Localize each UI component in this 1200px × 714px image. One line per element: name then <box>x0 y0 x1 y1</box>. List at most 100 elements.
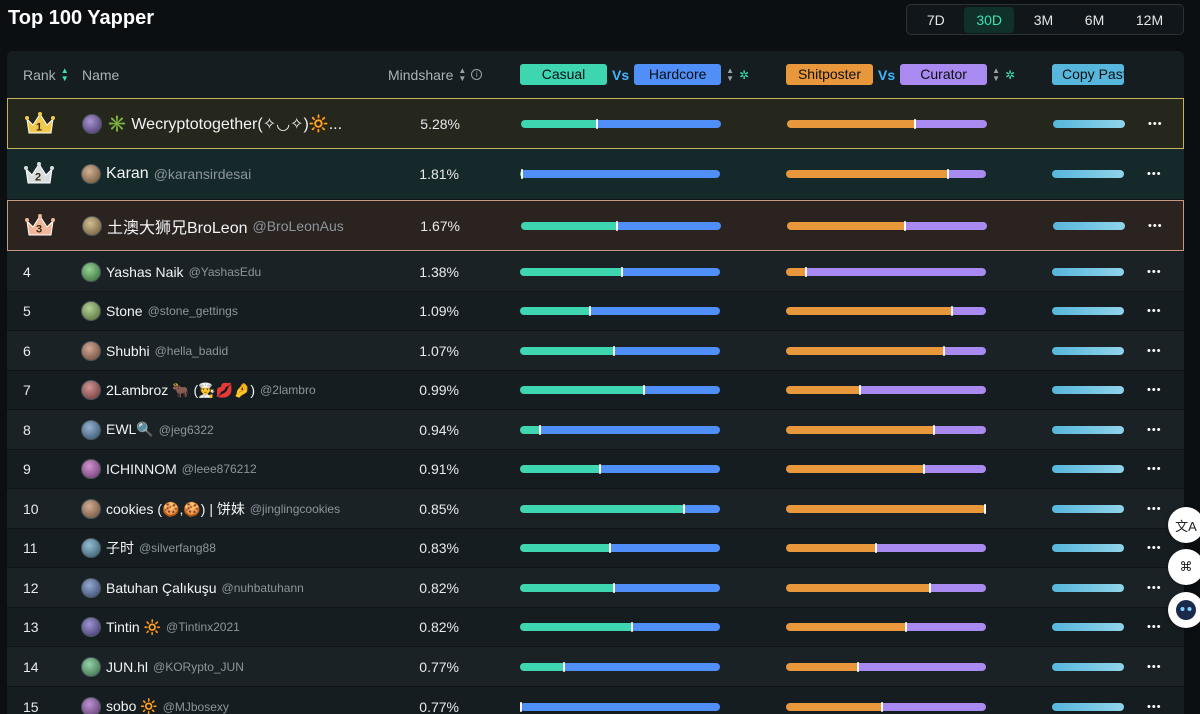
user-cell[interactable]: Stone @stone_gettings <box>81 292 238 330</box>
table-row[interactable]: 6 Shubhi @hella_badid 1.07% ••• <box>7 331 1184 371</box>
avatar[interactable] <box>81 301 101 321</box>
user-name[interactable]: Yashas Naik <box>106 263 184 280</box>
translate-button[interactable]: 文A <box>1168 507 1200 543</box>
user-name[interactable]: Shubhi <box>106 342 150 359</box>
user-handle[interactable]: @jeg6322 <box>158 422 214 437</box>
user-name[interactable]: Stone <box>106 303 143 319</box>
user-name[interactable]: 2Lambroz 🐂 (👨‍🍳💋🤌) <box>106 381 256 398</box>
more-options-button[interactable]: ••• <box>1147 502 1162 515</box>
user-name[interactable]: JUN.hl <box>106 658 149 675</box>
user-handle[interactable]: @2lambro <box>260 383 316 397</box>
user-name[interactable]: 土澳大狮兄BroLeon <box>107 219 248 237</box>
user-handle[interactable]: @silverfang88 <box>139 541 216 555</box>
user-cell[interactable]: JUN.hl @KORypto_JUN <box>81 647 244 686</box>
user-cell[interactable]: ICHINNOM @leee876212 <box>81 450 257 488</box>
gear-icon[interactable]: ✲ <box>739 67 750 82</box>
table-row[interactable]: 10 cookies (🍪,🍪) | 饼妹 @jinglingcookies 0.85… <box>7 489 1184 529</box>
more-options-button[interactable]: ••• <box>1147 265 1162 278</box>
more-options-button[interactable]: ••• <box>1147 621 1162 633</box>
avatar[interactable] <box>82 113 102 134</box>
more-options-button[interactable]: ••• <box>1147 660 1162 673</box>
sort-icon[interactable]: ▲ ▼ <box>992 65 1001 83</box>
table-row[interactable]: 3 土澳大狮兄BroLeon @BroLeonAus 1.67% ••• <box>7 200 1184 251</box>
more-options-button[interactable]: ••• <box>1147 305 1162 317</box>
user-name[interactable]: EWL🔍 <box>106 421 154 437</box>
avatar[interactable] <box>81 419 101 440</box>
user-handle[interactable]: @Tintinx2021 <box>166 620 240 634</box>
user-handle[interactable]: @KORypto_JUN <box>153 659 244 674</box>
avatar[interactable] <box>81 617 101 637</box>
table-row[interactable]: 1 ✳️ Wecryptotogether(✧◡✧)🔆... 5.28% ••• <box>7 98 1184 149</box>
info-icon[interactable]: i <box>471 69 483 80</box>
user-name[interactable]: ICHINNOM <box>106 461 177 477</box>
gear-icon[interactable]: ✲ <box>1005 67 1016 82</box>
more-options-button[interactable]: ••• <box>1147 700 1162 713</box>
table-row[interactable]: 9 ICHINNOM @leee876212 0.91% ••• <box>7 450 1184 489</box>
avatar[interactable] <box>82 215 102 236</box>
user-cell[interactable]: 2Lambroz 🐂 (👨‍🍳💋🤌) @2lambro <box>81 371 316 409</box>
avatar[interactable] <box>81 498 101 519</box>
user-cell[interactable]: Yashas Naik @YashasEdu <box>81 252 261 291</box>
avatar[interactable] <box>81 538 101 558</box>
table-row[interactable]: 13 Tintin 🔆 @Tintinx2021 0.82% ••• <box>7 608 1184 647</box>
user-name[interactable]: Karan <box>106 165 149 182</box>
user-name[interactable]: 子时 <box>106 540 134 556</box>
table-row[interactable]: 4 Yashas Naik @YashasEdu 1.38% ••• <box>7 252 1184 292</box>
user-handle[interactable]: @YashasEdu <box>188 264 262 279</box>
user-cell[interactable]: 土澳大狮兄BroLeon @BroLeonAus <box>82 201 344 250</box>
avatar[interactable] <box>81 340 101 361</box>
tab-30d[interactable]: 30D <box>964 6 1015 33</box>
user-name[interactable]: Tintin 🔆 <box>106 618 162 635</box>
user-cell[interactable]: Batuhan Çalıkuşu @nuhbatuhann <box>81 568 304 607</box>
rank-header[interactable]: Rank ▲ ▼ <box>23 51 69 98</box>
user-handle[interactable]: @MJbosexy <box>162 699 229 714</box>
user-cell[interactable]: sobo 🔆 @MJbosexy <box>81 687 229 714</box>
user-handle[interactable]: @hella_badid <box>154 343 229 358</box>
table-row[interactable]: 14 JUN.hl @KORypto_JUN 0.77% ••• <box>7 647 1184 687</box>
user-handle[interactable]: @BroLeonAus <box>252 217 344 234</box>
avatar[interactable] <box>81 261 101 282</box>
avatar[interactable] <box>81 656 101 677</box>
table-row[interactable]: 5 Stone @stone_gettings 1.09% ••• <box>7 292 1184 331</box>
user-name[interactable]: Batuhan Çalıkuşu <box>106 579 217 596</box>
user-handle[interactable]: @jinglingcookies <box>249 501 341 516</box>
user-handle[interactable]: @stone_gettings <box>147 304 238 318</box>
user-name[interactable]: cookies (🍪,🍪) | 饼妹 <box>106 500 245 517</box>
user-cell[interactable]: Karan @karansirdesai <box>81 149 251 199</box>
table-row[interactable]: 12 Batuhan Çalıkuşu @nuhbatuhann 0.82% ••• <box>7 568 1184 608</box>
user-cell[interactable]: cookies (🍪,🍪) | 饼妹 @jinglingcookies <box>81 489 340 528</box>
more-options-button[interactable]: ••• <box>1148 117 1163 130</box>
more-options-button[interactable]: ••• <box>1147 581 1162 594</box>
tab-6m[interactable]: 6M <box>1084 11 1105 28</box>
sort-icon[interactable]: ▲ ▼ <box>726 65 735 83</box>
apps-button[interactable]: ⌘ <box>1168 549 1200 585</box>
more-options-button[interactable]: ••• <box>1147 384 1162 396</box>
sort-icon[interactable]: ▲ ▼ <box>458 65 467 83</box>
avatar[interactable] <box>81 696 101 714</box>
user-handle[interactable]: @leee876212 <box>181 462 257 476</box>
user-cell[interactable]: Shubhi @hella_badid <box>81 331 228 370</box>
tab-3m[interactable]: 3M <box>1033 11 1054 28</box>
table-row[interactable]: 8 EWL🔍 @jeg6322 0.94% ••• <box>7 410 1184 450</box>
user-handle[interactable]: @karansirdesai <box>153 166 252 182</box>
tab-12m[interactable]: 12M <box>1135 11 1164 28</box>
user-name[interactable]: sobo 🔆 <box>106 698 158 714</box>
table-row[interactable]: 2 Karan @karansirdesai 1.81% ••• <box>7 149 1184 200</box>
more-options-button[interactable]: ••• <box>1147 344 1162 357</box>
tab-7d[interactable]: 7D <box>926 11 945 28</box>
table-row[interactable]: 7 2Lambroz 🐂 (👨‍🍳💋🤌) @2lambro 0.99% ••• <box>7 371 1184 410</box>
avatar[interactable] <box>81 459 101 479</box>
more-options-button[interactable]: ••• <box>1147 168 1162 180</box>
more-options-button[interactable]: ••• <box>1147 463 1162 475</box>
more-options-button[interactable]: ••• <box>1148 219 1163 232</box>
more-options-button[interactable]: ••• <box>1147 423 1162 436</box>
avatar[interactable] <box>81 577 101 598</box>
user-cell[interactable]: 子时 @silverfang88 <box>81 529 216 567</box>
mindshare-header[interactable]: Mindshare ▲ ▼ i <box>388 51 483 98</box>
avatar[interactable] <box>81 164 101 184</box>
avatar[interactable] <box>81 380 101 400</box>
user-cell[interactable]: EWL🔍 @jeg6322 <box>81 410 214 449</box>
assistant-button[interactable] <box>1168 592 1200 628</box>
user-name[interactable]: ✳️ Wecryptotogether(✧◡✧)🔆... <box>107 115 343 133</box>
user-cell[interactable]: Tintin 🔆 @Tintinx2021 <box>81 608 240 646</box>
